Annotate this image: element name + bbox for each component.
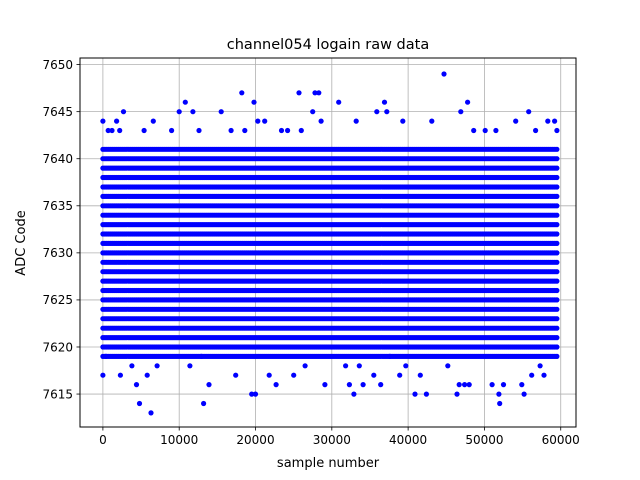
data-point [554,193,560,199]
level-row [100,306,560,312]
data-point [554,269,560,275]
level-row [100,269,560,275]
level-row [100,156,560,162]
level-row [100,335,560,341]
data-point [554,259,560,265]
level-row [100,325,560,331]
data-point [554,344,560,350]
level-row [100,231,560,237]
level-row [100,344,560,350]
level-row [100,165,560,171]
data-point [554,353,560,359]
data-points [100,71,560,416]
data-point [554,250,560,256]
level-row [100,287,560,294]
level-row [100,184,560,190]
data-point [554,297,560,303]
level-row [100,297,560,303]
data-point [554,335,560,341]
level-row [100,353,560,359]
level-row [100,203,560,209]
level-row [100,316,560,322]
data-point [554,174,560,181]
data-point [554,222,560,228]
data-point [554,287,560,294]
level-row [100,250,560,256]
data-point [554,316,560,322]
data-point [554,165,560,171]
data-point [554,240,560,246]
level-row [100,240,560,246]
level-row [100,222,560,228]
data-point [554,278,560,284]
data-point [554,184,560,190]
data-point [554,212,560,218]
data-point [554,231,560,237]
data-point [554,306,560,312]
level-row [100,259,560,265]
level-row [100,278,560,284]
level-row [100,212,560,218]
level-row [100,193,560,199]
level-row [100,174,560,181]
data-point [554,203,560,209]
data-point [554,325,560,331]
